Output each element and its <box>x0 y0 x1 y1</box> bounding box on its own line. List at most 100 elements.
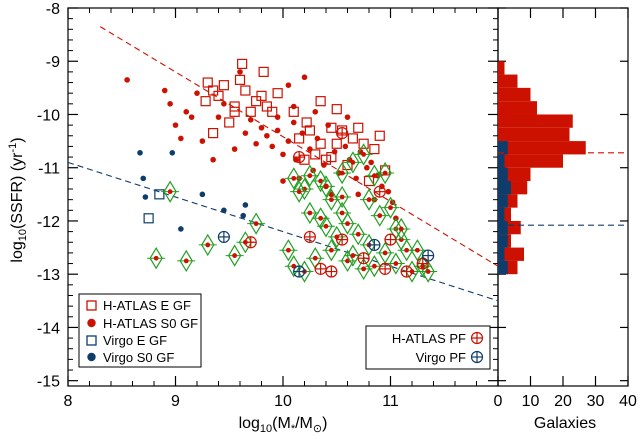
point-square <box>267 106 278 117</box>
point-diamond <box>362 233 376 257</box>
point-square <box>208 128 219 139</box>
point-diamond <box>410 239 425 262</box>
point-square <box>353 122 364 133</box>
hist-x-tick-label: 20 <box>554 393 572 410</box>
point-dot <box>172 122 179 128</box>
point-dot <box>385 188 392 195</box>
point-dot <box>269 143 276 150</box>
histogram-bar <box>498 61 505 75</box>
point-diamond-center <box>345 221 350 227</box>
point-diamond <box>287 255 301 278</box>
point-square <box>143 213 154 224</box>
point-dot <box>183 109 190 115</box>
point-diamond <box>303 201 317 225</box>
legend-main: H-ATLAS E GF H-ATLAS S0 GF Virgo E GF Vi… <box>78 293 202 368</box>
point-square <box>315 96 326 107</box>
point-diamond-center <box>296 189 302 195</box>
point-diamond-center <box>232 253 238 258</box>
point-diamond <box>340 249 355 273</box>
point-dot <box>124 77 130 83</box>
point-square <box>258 66 269 77</box>
point-diamond-center <box>328 197 334 203</box>
point-diamond-center <box>323 183 329 189</box>
point-diamond-center <box>339 210 345 216</box>
point-diamond <box>356 257 371 281</box>
point-dot <box>240 212 247 219</box>
point-diamond <box>373 204 387 227</box>
point-diamond <box>335 201 349 225</box>
point-square <box>218 80 229 91</box>
point-dot <box>199 138 206 144</box>
point-diamond-center <box>371 173 377 179</box>
point-diamond <box>346 151 360 174</box>
point-diamond-center <box>371 263 377 269</box>
point-square <box>237 58 248 70</box>
point-diamond-center <box>339 194 345 200</box>
legend-label-virgo-pf: Virgo PF <box>416 350 466 365</box>
point-diamond <box>367 164 382 187</box>
point-square <box>208 85 219 96</box>
point-diamond <box>281 239 296 262</box>
point-dot <box>221 101 227 107</box>
legend-marker-virgo-s0 <box>87 352 96 362</box>
x-axis-label: log10(M*/M⊙) <box>239 415 328 435</box>
point-diamond-center <box>285 247 291 253</box>
point-square <box>202 77 213 88</box>
point-dot <box>169 150 176 156</box>
hist-x-tick-label: 40 <box>619 393 637 410</box>
point-dot <box>299 130 306 136</box>
point-diamond-center <box>350 159 356 165</box>
point-diamond <box>367 255 382 278</box>
y-tick-label: -8 <box>46 1 60 18</box>
point-square <box>331 138 342 149</box>
point-diamond-center <box>318 215 324 221</box>
point-diamond <box>179 249 193 273</box>
y-tick-label: -10 <box>37 107 60 124</box>
legend-label-hatlas-s0: H-ATLAS S0 GF <box>103 316 198 331</box>
point-diamond-center <box>205 242 211 248</box>
legend-label-hatlas-pf: H-ATLAS PF <box>392 331 466 346</box>
legend-marker-virgo-e <box>86 335 97 346</box>
point-diamond <box>319 215 333 238</box>
point-square <box>256 90 267 101</box>
point-dot <box>231 146 238 152</box>
point-dot <box>285 82 292 88</box>
histogram-bar <box>498 141 508 155</box>
histogram-bar <box>498 101 537 115</box>
y-tick-label: -12 <box>37 214 60 231</box>
point-square <box>213 90 224 101</box>
point-diamond-center <box>388 205 393 211</box>
point-diamond-center <box>312 255 318 261</box>
histogram-bar <box>498 181 511 195</box>
point-dot <box>178 135 184 142</box>
y-tick-label: -9 <box>46 54 60 71</box>
y-tick-label: -13 <box>37 267 60 284</box>
histogram-bar <box>498 141 586 155</box>
point-square <box>154 189 165 200</box>
y-tick-label: -14 <box>37 320 60 337</box>
point-dot <box>293 156 299 163</box>
point-diamond <box>405 260 419 283</box>
point-dot <box>331 148 338 155</box>
point-diamond-center <box>350 253 356 258</box>
point-dot <box>247 117 254 123</box>
point-square <box>229 101 240 112</box>
y-tick-label: -11 <box>38 161 60 178</box>
point-diamond-center <box>307 210 313 216</box>
point-dot <box>142 194 149 200</box>
point-diamond-center <box>425 269 431 274</box>
point-diamond <box>287 167 301 190</box>
point-dot <box>167 101 173 107</box>
point-diamond <box>303 164 317 187</box>
legend-label-virgo-e: Virgo E GF <box>103 333 167 348</box>
point-dot <box>325 122 331 128</box>
histogram-bar <box>498 260 508 275</box>
point-diamond-center <box>361 266 367 272</box>
point-dot <box>280 151 286 158</box>
point-diamond-center <box>382 170 388 176</box>
point-diamond-center <box>153 255 159 261</box>
point-diamond <box>356 143 371 166</box>
point-dot <box>290 103 297 110</box>
point-dot <box>137 150 143 156</box>
point-diamond-center <box>366 197 372 203</box>
